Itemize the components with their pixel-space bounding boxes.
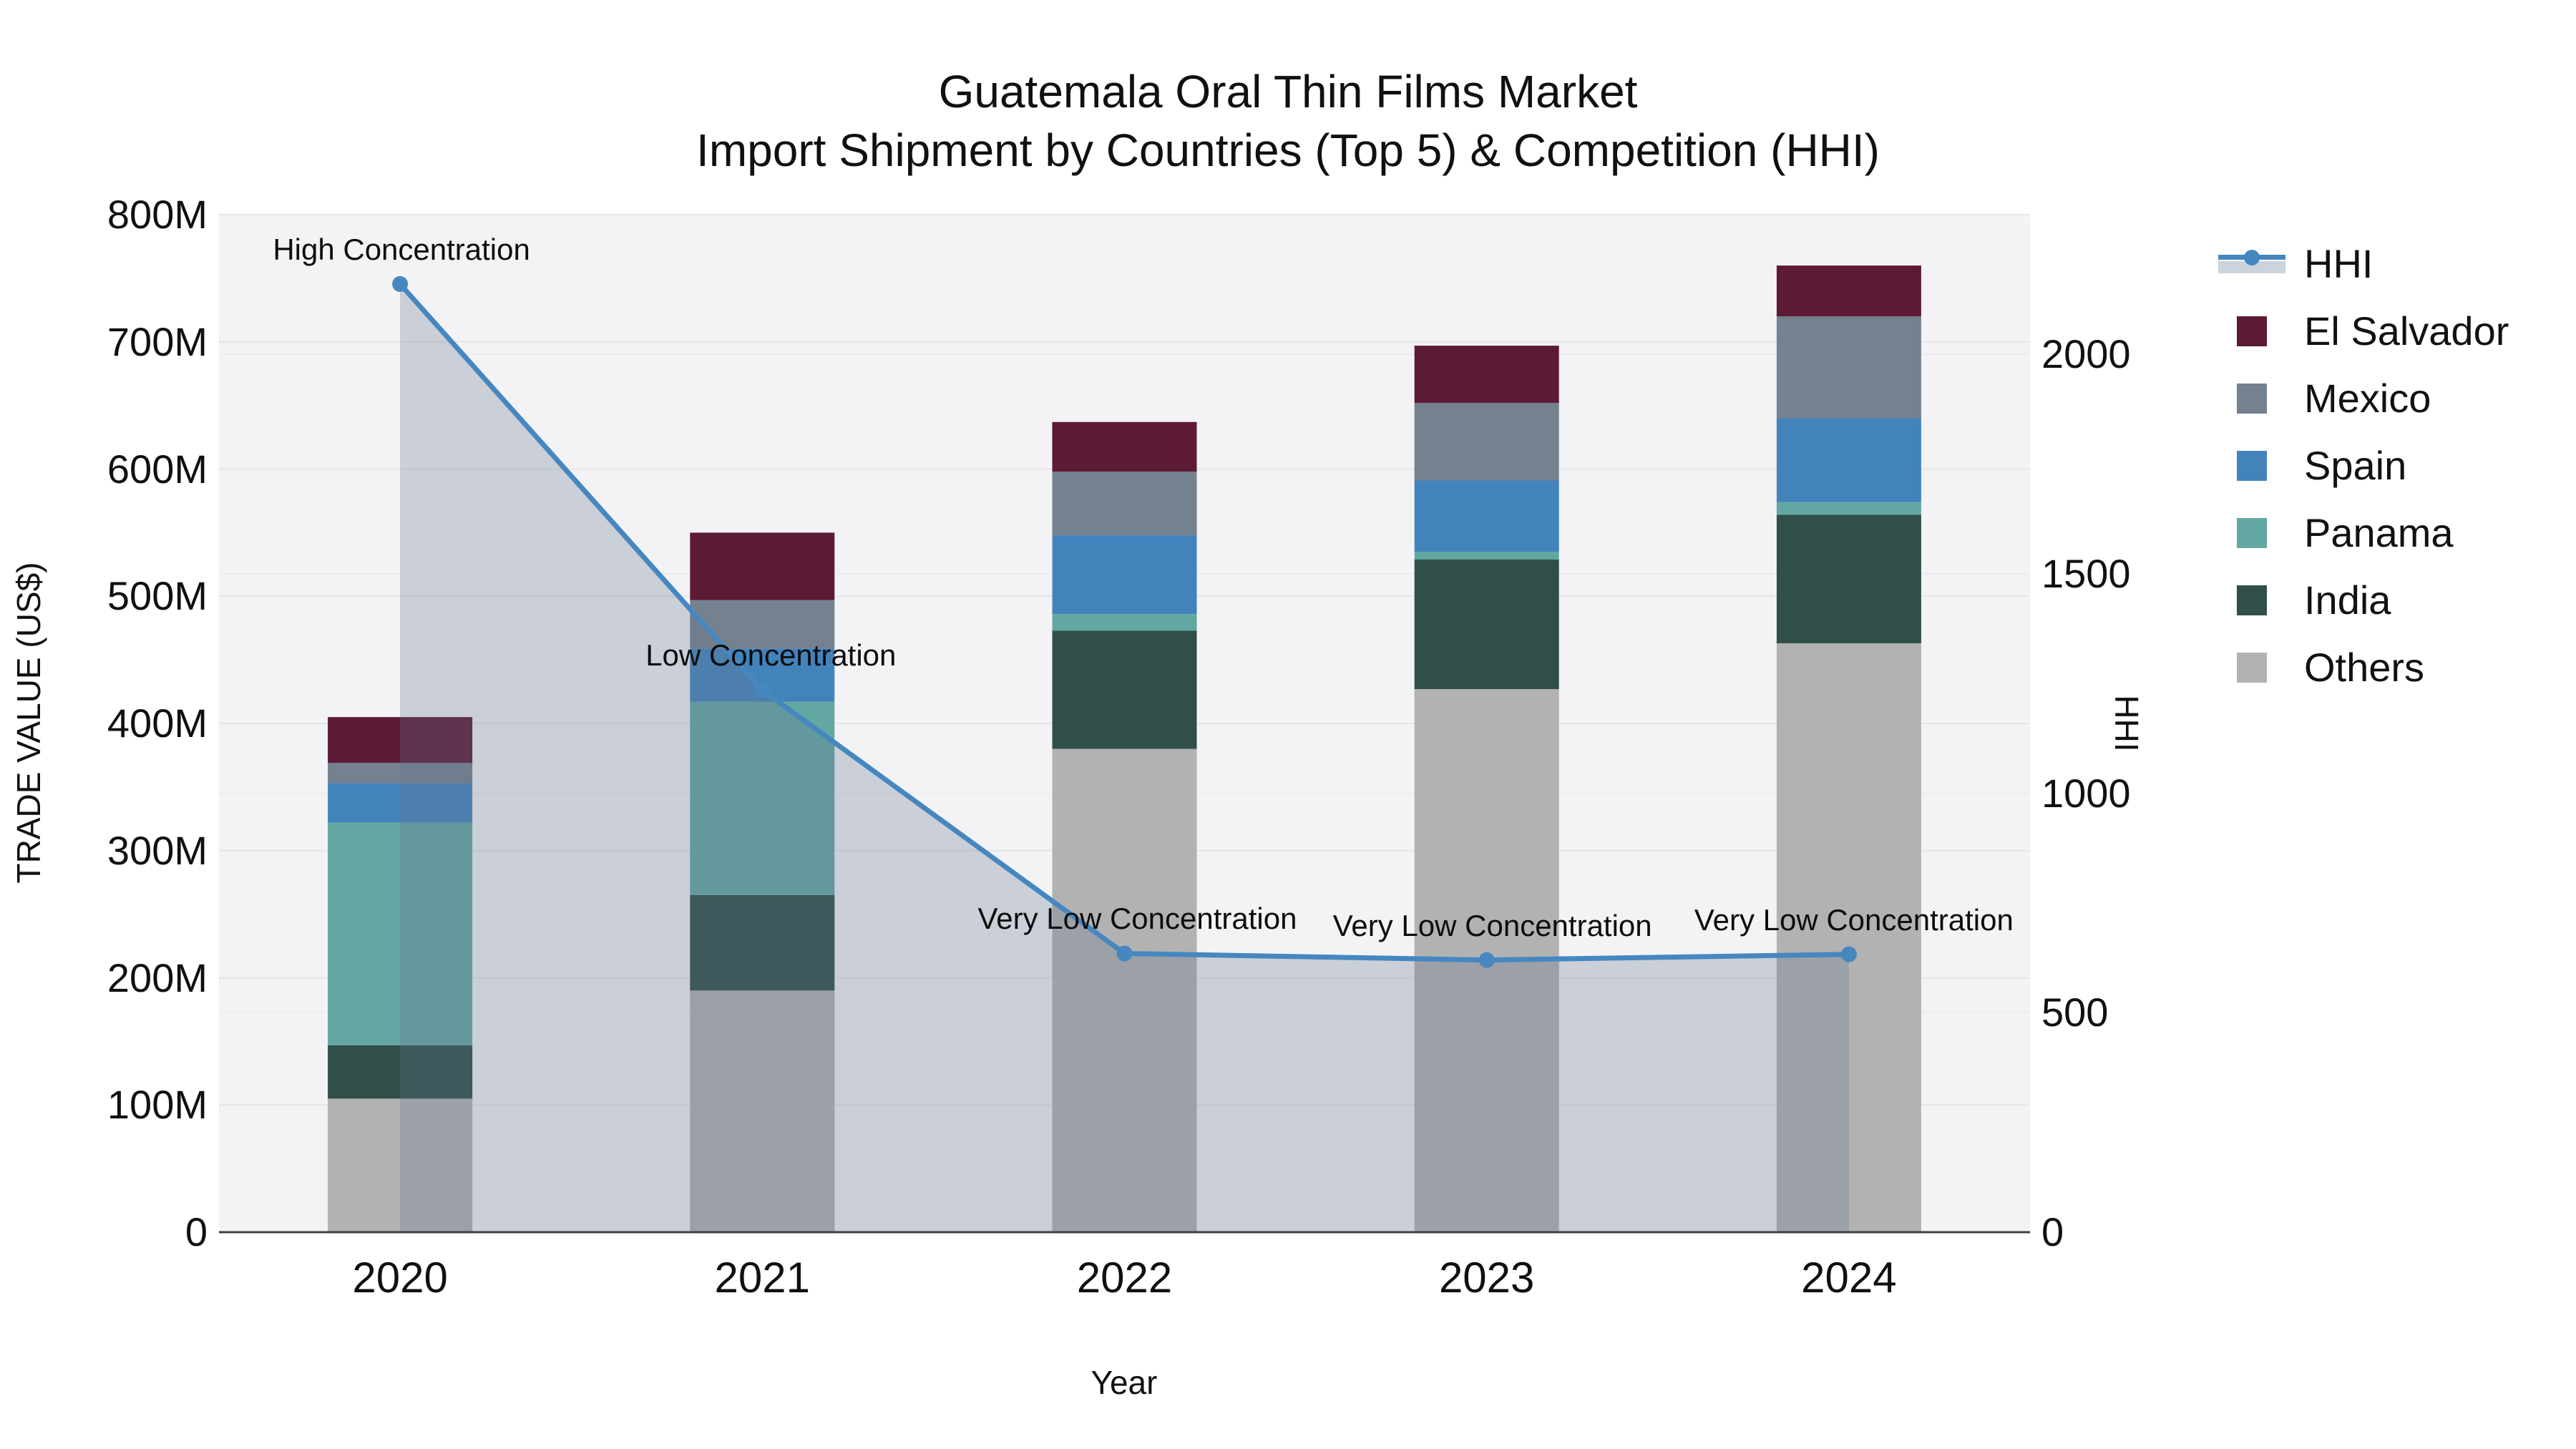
hhi-area-fill — [400, 283, 1849, 1233]
bar-segment-el-salvador[interactable] — [690, 532, 835, 600]
chart-title-line2: Import Shipment by Countries (Top 5) & C… — [696, 125, 1880, 176]
legend-label: India — [2304, 577, 2391, 623]
bar-segment-el-salvador[interactable] — [328, 717, 473, 763]
y-tick-label-right: 1000 — [2041, 770, 2131, 816]
legend-item-hhi[interactable]: HHI — [2218, 230, 2509, 298]
bar-segment-india[interactable] — [1052, 630, 1197, 749]
legend-item-india[interactable]: India — [2218, 567, 2509, 634]
legend-swatch-icon — [2218, 653, 2285, 683]
bar-segment-spain[interactable] — [1052, 535, 1197, 615]
y-tick-label-left: 0 — [185, 1209, 208, 1254]
y-tick-label-left: 800M — [107, 192, 208, 237]
bar-segment-others[interactable] — [690, 990, 835, 1232]
x-tick-label: 2024 — [1801, 1254, 1897, 1302]
hhi-marker[interactable] — [1116, 945, 1133, 962]
legend-label: HHI — [2304, 241, 2373, 286]
legend-item-mexico[interactable]: Mexico — [2218, 365, 2509, 432]
bar-segment-spain[interactable] — [1776, 418, 1921, 502]
bar-segment-mexico[interactable] — [690, 600, 835, 649]
legend-label: Mexico — [2304, 376, 2431, 421]
x-tick-label: 2022 — [1076, 1254, 1173, 1302]
legend-item-panama[interactable]: Panama — [2218, 499, 2509, 567]
x-tick-label: 2020 — [352, 1254, 448, 1302]
bar-segment-others[interactable] — [1052, 748, 1197, 1232]
y-tick-label-left: 200M — [107, 955, 208, 1000]
bar-segment-el-salvador[interactable] — [1776, 265, 1921, 317]
chart-title-line1: Guatemala Oral Thin Films Market — [938, 66, 1638, 117]
annotation-very-low-concentration: Very Low Concentration — [977, 902, 1297, 936]
legend-label: Spain — [2304, 443, 2407, 488]
legend-swatch-icon — [2218, 316, 2285, 346]
bar-segment-others[interactable] — [1776, 643, 1921, 1232]
y-tick-label-right: 2000 — [2041, 331, 2131, 377]
y-tick-label-left: 300M — [107, 827, 208, 873]
annotation-very-low-concentration: Very Low Concentration — [1694, 902, 2014, 937]
bar-segment-panama[interactable] — [1052, 614, 1197, 631]
annotation-low-concentration: Low Concentration — [645, 638, 897, 673]
bar-segment-panama[interactable] — [690, 701, 835, 895]
bar-segment-panama[interactable] — [1776, 502, 1921, 515]
legend-swatch-icon — [2218, 518, 2285, 548]
hhi-line-swatch-icon — [2218, 249, 2285, 279]
x-tick-label: 2023 — [1438, 1254, 1535, 1302]
bar-segment-india[interactable] — [690, 894, 835, 991]
bar-segment-india[interactable] — [328, 1045, 473, 1099]
bar-segment-india[interactable] — [1776, 514, 1921, 644]
y-tick-label-right: 500 — [2041, 990, 2109, 1035]
legend-label: El Salvador — [2304, 308, 2509, 353]
bar-segment-spain[interactable] — [328, 783, 473, 823]
y-tick-label-left: 700M — [107, 318, 208, 364]
bar-segment-mexico[interactable] — [1776, 316, 1921, 419]
bar-segment-mexico[interactable] — [1052, 472, 1197, 535]
y-tick-label-left: 400M — [107, 701, 208, 746]
legend-label: Others — [2304, 645, 2425, 690]
legend-item-el-salvador[interactable]: El Salvador — [2218, 298, 2509, 365]
hhi-marker[interactable] — [392, 275, 409, 292]
legend-label: Panama — [2304, 510, 2454, 555]
x-axis-title: Year — [1091, 1364, 1158, 1401]
bar-segment-mexico[interactable] — [1414, 403, 1559, 481]
legend-swatch-icon — [2218, 585, 2285, 615]
bar-segment-el-salvador[interactable] — [1414, 346, 1559, 404]
legend-item-others[interactable]: Others — [2218, 634, 2509, 701]
bar-segment-panama[interactable] — [328, 822, 473, 1045]
y-tick-label-right: 0 — [2041, 1209, 2064, 1254]
legend-swatch-icon — [2218, 451, 2285, 481]
y-tick-label-left: 100M — [107, 1082, 208, 1128]
legend-swatch-icon — [2218, 384, 2285, 414]
bar-segment-el-salvador[interactable] — [1052, 421, 1197, 472]
bar-segment-mexico[interactable] — [328, 763, 473, 784]
bar-segment-india[interactable] — [1414, 559, 1559, 690]
y-tick-label-right: 1500 — [2041, 550, 2131, 596]
y-axis-title-right: HHI — [2108, 695, 2145, 752]
hhi-marker[interactable] — [754, 682, 771, 698]
y-tick-label-left: 500M — [107, 573, 208, 619]
annotation-high-concentration: High Concentration — [273, 232, 530, 266]
x-tick-label: 2021 — [714, 1254, 811, 1302]
hhi-marker[interactable] — [1478, 952, 1495, 968]
bar-segment-others[interactable] — [328, 1098, 473, 1232]
y-tick-label-left: 600M — [107, 446, 208, 492]
legend-item-spain[interactable]: Spain — [2218, 432, 2509, 499]
legend: HHI El Salvador Mexico Spain Panama India Othe… — [2218, 230, 2509, 701]
annotation-very-low-concentration: Very Low Concentration — [1332, 908, 1652, 942]
hhi-marker[interactable] — [1840, 946, 1857, 962]
bar-segment-panama[interactable] — [1414, 552, 1559, 560]
bar-segment-spain[interactable] — [1414, 480, 1559, 552]
